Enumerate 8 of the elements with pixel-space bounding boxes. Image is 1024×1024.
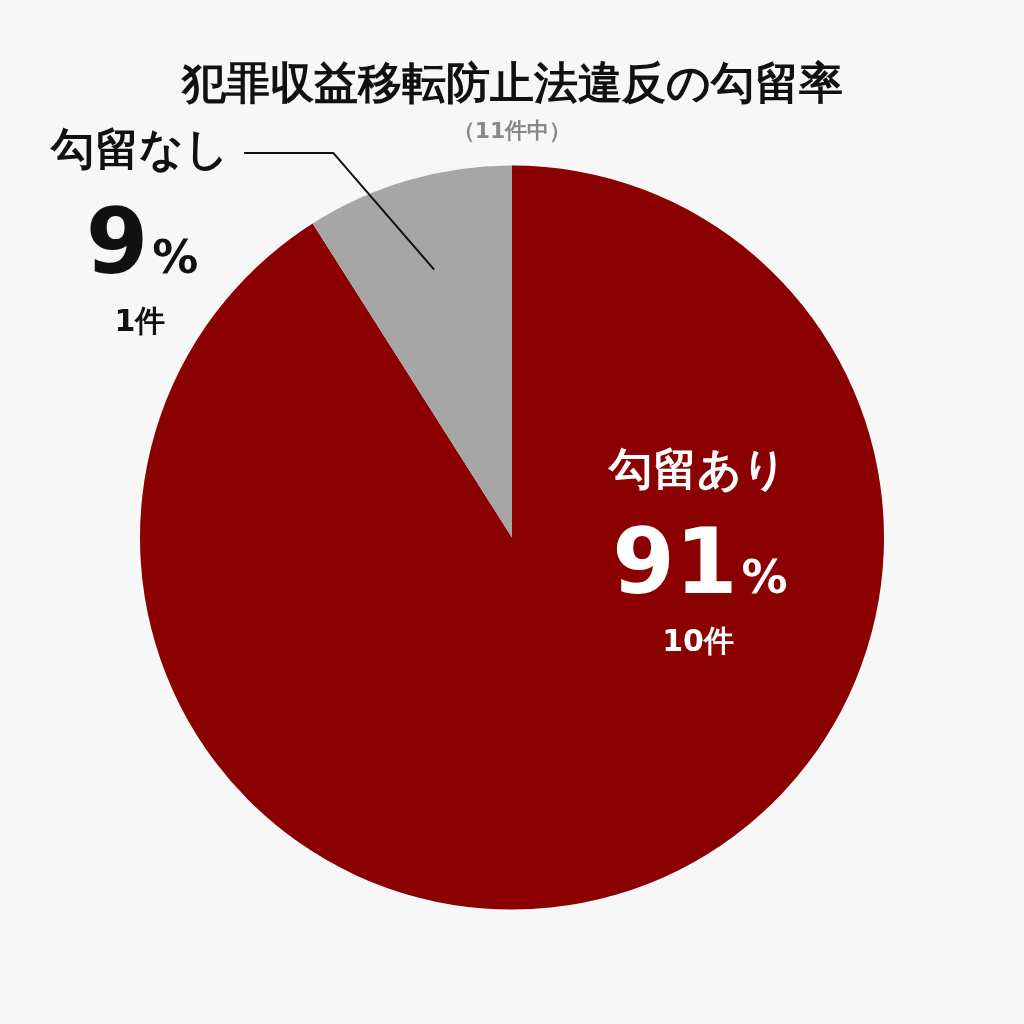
chart-title: 犯罪収益移転防止法違反の勾留率 (179, 56, 843, 108)
slice-label: 勾留なし (49, 123, 229, 175)
data-label: 9% (85, 189, 199, 295)
data-label: 91% (612, 508, 788, 614)
slice-label: 勾留あり (607, 443, 787, 495)
text: 1件 (114, 302, 166, 338)
chart-subtitle: （11件中） (452, 117, 572, 143)
text: 10件 (662, 622, 734, 658)
